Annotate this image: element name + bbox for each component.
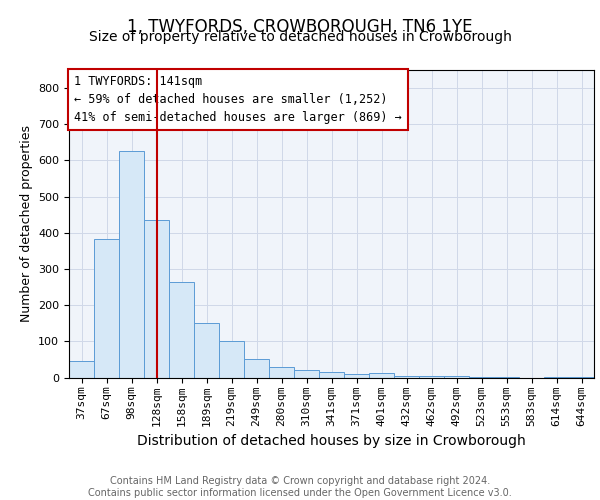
Bar <box>544 377 569 378</box>
Bar <box>269 366 294 378</box>
Bar <box>94 240 119 378</box>
Bar <box>344 374 369 378</box>
Text: Size of property relative to detached houses in Crowborough: Size of property relative to detached ho… <box>89 30 511 44</box>
Bar <box>169 282 194 378</box>
Bar <box>244 360 269 378</box>
Bar <box>319 372 344 378</box>
Bar <box>119 152 144 378</box>
Bar <box>444 376 469 378</box>
Bar <box>419 376 444 378</box>
Bar <box>469 377 494 378</box>
Bar <box>219 342 244 378</box>
Bar <box>494 377 519 378</box>
Bar <box>144 220 169 378</box>
Bar <box>569 377 594 378</box>
Y-axis label: Number of detached properties: Number of detached properties <box>20 125 32 322</box>
Bar <box>369 373 394 378</box>
Bar <box>294 370 319 378</box>
Bar <box>194 323 219 378</box>
Bar <box>394 376 419 378</box>
Text: 1, TWYFORDS, CROWBOROUGH, TN6 1YE: 1, TWYFORDS, CROWBOROUGH, TN6 1YE <box>127 18 473 36</box>
Bar <box>69 361 94 378</box>
X-axis label: Distribution of detached houses by size in Crowborough: Distribution of detached houses by size … <box>137 434 526 448</box>
Text: 1 TWYFORDS: 141sqm
← 59% of detached houses are smaller (1,252)
41% of semi-deta: 1 TWYFORDS: 141sqm ← 59% of detached hou… <box>74 74 402 124</box>
Text: Contains HM Land Registry data © Crown copyright and database right 2024.
Contai: Contains HM Land Registry data © Crown c… <box>88 476 512 498</box>
